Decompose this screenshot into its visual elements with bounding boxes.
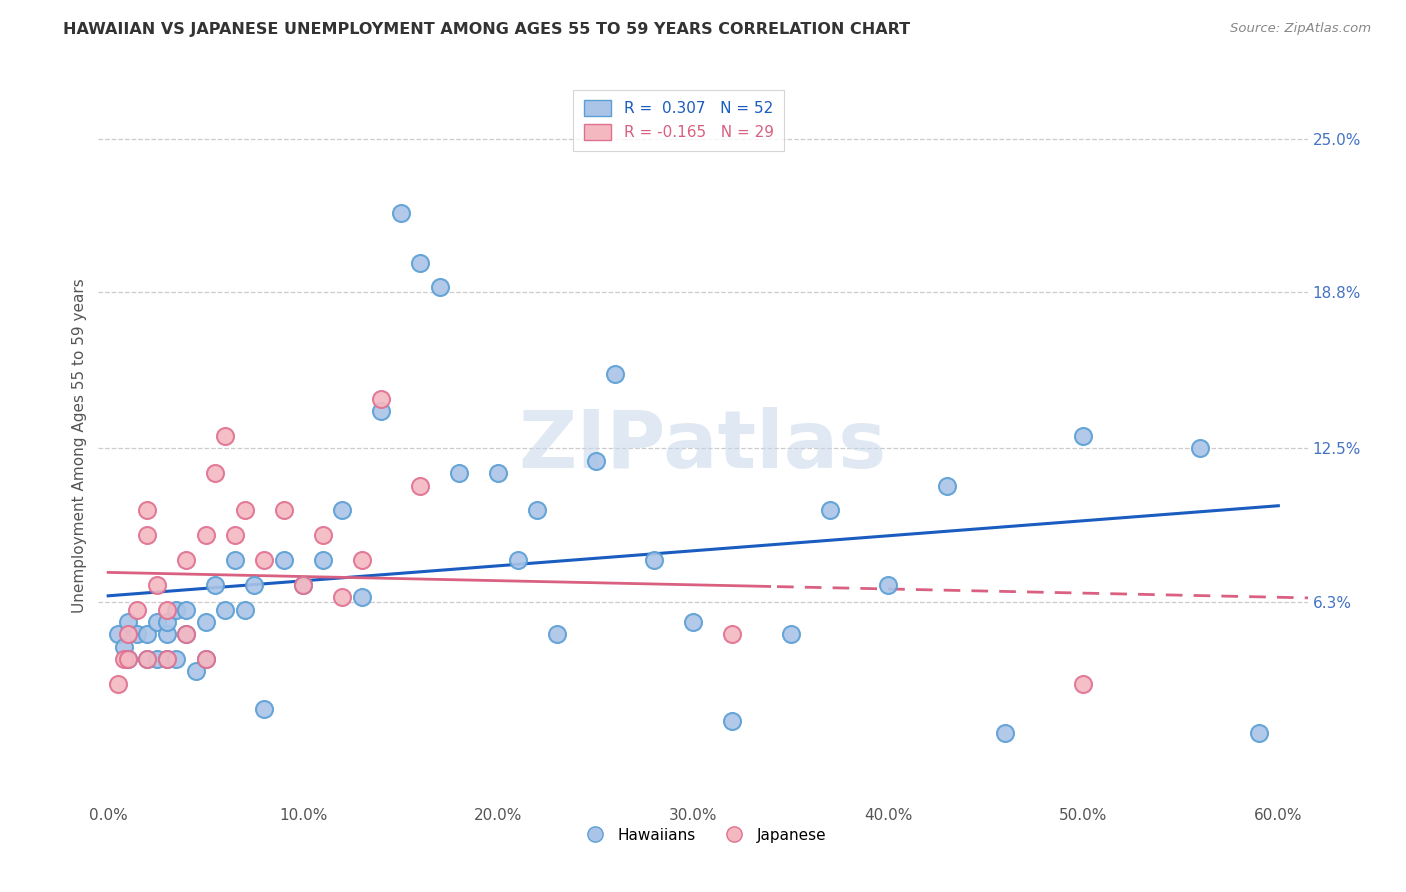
Point — [818, 503, 841, 517]
Point — [605, 367, 627, 381]
Point — [253, 553, 276, 567]
Point — [292, 578, 315, 592]
Point — [214, 429, 236, 443]
Point — [204, 467, 226, 481]
Point — [312, 528, 335, 542]
Point — [389, 206, 412, 220]
Legend: Hawaiians, Japanese: Hawaiians, Japanese — [574, 822, 832, 848]
Point — [174, 627, 197, 641]
Point — [117, 652, 139, 666]
Point — [486, 467, 509, 481]
Point — [330, 590, 353, 604]
Text: Source: ZipAtlas.com: Source: ZipAtlas.com — [1230, 22, 1371, 36]
Point — [194, 615, 217, 629]
Point — [156, 652, 179, 666]
Point — [409, 478, 432, 492]
Point — [156, 602, 179, 616]
Point — [721, 714, 744, 728]
Point — [204, 578, 226, 592]
Point — [194, 528, 217, 542]
Point — [643, 553, 665, 567]
Point — [127, 627, 149, 641]
Point — [935, 478, 957, 492]
Point — [877, 578, 900, 592]
Point — [165, 652, 187, 666]
Point — [224, 553, 246, 567]
Point — [546, 627, 568, 641]
Point — [117, 652, 139, 666]
Point — [112, 652, 135, 666]
Point — [146, 615, 169, 629]
Point — [146, 652, 169, 666]
Point — [721, 627, 744, 641]
Point — [585, 454, 607, 468]
Point — [233, 602, 256, 616]
Point — [174, 627, 197, 641]
Point — [146, 578, 169, 592]
Point — [273, 553, 295, 567]
Point — [506, 553, 529, 567]
Point — [292, 578, 315, 592]
Point — [224, 528, 246, 542]
Point — [156, 615, 179, 629]
Point — [1247, 726, 1270, 740]
Point — [370, 404, 392, 418]
Point — [136, 652, 159, 666]
Point — [156, 627, 179, 641]
Point — [117, 627, 139, 641]
Point — [117, 615, 139, 629]
Point — [1071, 429, 1094, 443]
Point — [330, 503, 353, 517]
Y-axis label: Unemployment Among Ages 55 to 59 years: Unemployment Among Ages 55 to 59 years — [72, 278, 87, 614]
Point — [136, 652, 159, 666]
Point — [136, 503, 159, 517]
Point — [429, 280, 451, 294]
Point — [136, 627, 159, 641]
Point — [165, 602, 187, 616]
Point — [243, 578, 266, 592]
Point — [184, 665, 207, 679]
Point — [409, 255, 432, 269]
Point — [156, 652, 179, 666]
Text: ZIPatlas: ZIPatlas — [519, 407, 887, 485]
Point — [107, 627, 129, 641]
Point — [194, 652, 217, 666]
Point — [1071, 677, 1094, 691]
Point — [526, 503, 548, 517]
Point — [273, 503, 295, 517]
Point — [214, 602, 236, 616]
Point — [174, 553, 197, 567]
Point — [194, 652, 217, 666]
Point — [1189, 442, 1212, 456]
Point — [174, 602, 197, 616]
Point — [994, 726, 1017, 740]
Point — [350, 553, 373, 567]
Point — [136, 528, 159, 542]
Point — [107, 677, 129, 691]
Point — [312, 553, 335, 567]
Point — [112, 640, 135, 654]
Point — [127, 602, 149, 616]
Point — [370, 392, 392, 406]
Point — [253, 701, 276, 715]
Point — [449, 467, 471, 481]
Point — [233, 503, 256, 517]
Point — [682, 615, 704, 629]
Point — [350, 590, 373, 604]
Point — [779, 627, 801, 641]
Text: HAWAIIAN VS JAPANESE UNEMPLOYMENT AMONG AGES 55 TO 59 YEARS CORRELATION CHART: HAWAIIAN VS JAPANESE UNEMPLOYMENT AMONG … — [63, 22, 911, 37]
